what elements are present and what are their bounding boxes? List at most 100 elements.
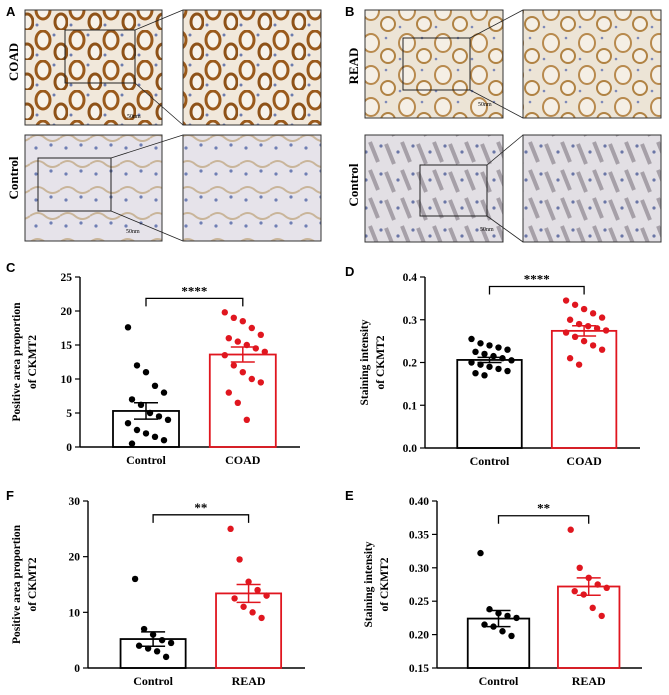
- data-point: [155, 413, 163, 420]
- x-tick-label: READ: [572, 674, 606, 688]
- data-point: [477, 340, 484, 347]
- data-point: [234, 338, 241, 345]
- data-point: [576, 564, 583, 571]
- data-point: [499, 628, 506, 635]
- data-point: [221, 309, 228, 316]
- data-point: [227, 525, 234, 533]
- data-point: [144, 645, 152, 652]
- zoom-line: [469, 9, 524, 39]
- data-point: [248, 375, 255, 383]
- micrograph-coad-zoom: [182, 9, 322, 126]
- scale-bar-label: 50nm: [480, 227, 494, 233]
- y-tick-label: 10: [61, 374, 73, 386]
- data-point: [231, 595, 238, 602]
- data-point: [230, 362, 237, 369]
- panel-letter: D: [345, 264, 354, 279]
- data-point: [486, 363, 493, 370]
- panel-letter: B: [345, 4, 354, 19]
- y-axis-label: Staining intensity: [359, 319, 371, 405]
- data-point: [562, 329, 570, 336]
- chart-e: E Staining intensity of CKMT2 0.15 0.20 0.25 0…: [345, 488, 642, 688]
- data-point: [249, 609, 256, 616]
- data-point: [257, 379, 264, 386]
- y-tick-label: 0.25: [409, 596, 429, 608]
- y-tick-label: 0.40: [409, 496, 429, 508]
- data-point: [495, 365, 502, 373]
- data-point: [234, 399, 241, 406]
- data-point: [571, 587, 578, 595]
- data-point: [584, 322, 592, 330]
- bar-coad: [550, 329, 618, 449]
- data-point: [589, 604, 596, 612]
- data-point: [481, 372, 488, 379]
- y-tick-label: 5: [66, 408, 72, 420]
- zoom-line: [110, 210, 184, 242]
- data-point: [124, 324, 132, 331]
- data-point: [160, 389, 168, 396]
- bar-read: [557, 585, 621, 669]
- data-point: [239, 369, 246, 376]
- data-point: [135, 642, 143, 649]
- data-point: [508, 632, 515, 640]
- zoom-line: [134, 9, 184, 31]
- data-point: [598, 314, 606, 321]
- scale-bar-label: 50nm: [126, 229, 140, 235]
- data-point: [589, 310, 597, 317]
- significance-label: **: [537, 501, 550, 516]
- data-point: [258, 614, 265, 622]
- y-tick-label: 0.0: [403, 443, 418, 455]
- y-tick-label: 0.30: [409, 563, 429, 575]
- data-point: [575, 320, 583, 328]
- y-tick-label: 0: [74, 663, 80, 675]
- data-point: [513, 614, 520, 622]
- data-point: [164, 416, 172, 423]
- data-point: [225, 389, 232, 396]
- panel-letter: C: [6, 260, 16, 275]
- y-axis-label: of CKMT2: [379, 557, 391, 611]
- micrograph-control-zoom: [182, 134, 322, 242]
- data-point: [481, 350, 488, 358]
- chart-c: C Positive area proportion of CKMT2 0 5 10 15 2…: [6, 260, 300, 467]
- data-point: [162, 653, 170, 661]
- data-point: [593, 325, 601, 332]
- data-point: [580, 591, 587, 598]
- data-point: [261, 348, 268, 355]
- data-point: [240, 603, 247, 610]
- data-point: [142, 430, 150, 437]
- y-axis-label: Positive area proportion: [11, 524, 23, 644]
- y-tick-label: 0.1: [403, 400, 418, 412]
- data-point: [160, 437, 168, 444]
- significance-label: ****: [524, 272, 550, 287]
- chart-d: D Staining intensity of CKMT2 0.0 0.1 0.2 0.3 0…: [345, 264, 640, 468]
- panel-a: A COAD Control 50nm 50nm: [6, 4, 322, 242]
- y-axis-label: of CKMT2: [375, 335, 387, 389]
- data-point: [142, 369, 150, 376]
- micrograph-read-overview: [364, 9, 504, 119]
- data-point: [504, 346, 511, 353]
- x-tick-label: Control: [126, 453, 166, 467]
- data-point: [490, 623, 497, 630]
- row-label-control: Control: [6, 156, 21, 199]
- data-point: [580, 337, 588, 345]
- data-point: [566, 355, 574, 362]
- data-point: [239, 318, 246, 325]
- x-tick-label: READ: [232, 674, 266, 688]
- zoom-box: [402, 37, 471, 91]
- zoom-line: [110, 134, 184, 159]
- zoom-box: [37, 157, 112, 212]
- data-point: [468, 335, 475, 343]
- data-point: [580, 305, 588, 313]
- zoom-box: [419, 164, 488, 217]
- data-point: [252, 345, 259, 352]
- y-tick-label: 0.2: [403, 358, 418, 370]
- data-point: [585, 574, 592, 582]
- zoom-line: [134, 82, 184, 126]
- scale-bar-label: 50nm: [478, 102, 492, 108]
- x-tick-label: Control: [133, 674, 173, 688]
- x-tick-label: COAD: [225, 453, 261, 467]
- data-point: [133, 362, 141, 369]
- data-point: [243, 416, 250, 423]
- data-point: [128, 396, 136, 403]
- zoom-line: [486, 134, 524, 166]
- panel-letter: E: [345, 488, 354, 503]
